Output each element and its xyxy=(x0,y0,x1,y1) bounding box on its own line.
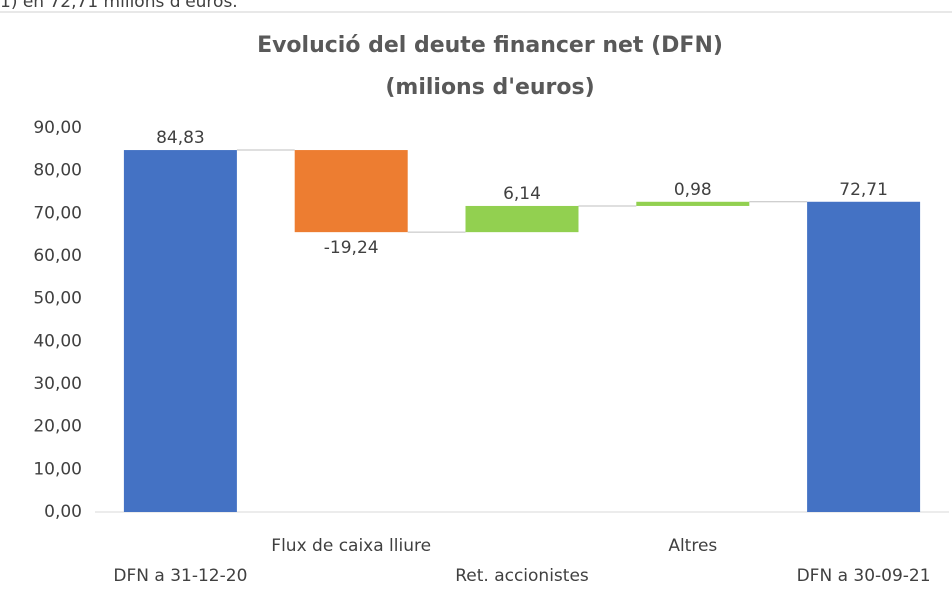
chart-subtitle: (milions d'euros) xyxy=(385,75,594,100)
x-tick-label: Altres xyxy=(668,536,717,556)
y-tick-label: 60,00 xyxy=(33,246,82,266)
chart-title: Evolució del deute financer net (DFN) xyxy=(257,33,723,58)
cropped-text: 1) en 72,71 milions d'euros. xyxy=(0,0,238,12)
y-tick-label: 0,00 xyxy=(44,502,82,522)
bar xyxy=(636,201,750,206)
data-label: -19,24 xyxy=(324,238,379,258)
data-label: 72,71 xyxy=(839,180,888,200)
y-tick-label: 50,00 xyxy=(33,289,82,309)
bar xyxy=(807,201,921,512)
x-tick-label: Flux de caixa lliure xyxy=(271,536,431,556)
y-tick-label: 20,00 xyxy=(33,417,82,437)
y-tick-label: 70,00 xyxy=(33,203,82,223)
y-tick-label: 40,00 xyxy=(33,331,82,351)
bar xyxy=(123,150,237,513)
x-tick-label: DFN a 30-09-21 xyxy=(797,566,931,586)
data-label: 84,83 xyxy=(156,128,205,148)
bar xyxy=(294,150,408,233)
y-tick-label: 90,00 xyxy=(33,118,82,138)
data-label: 0,98 xyxy=(674,180,712,200)
data-label: 6,14 xyxy=(503,184,541,204)
bar xyxy=(465,205,579,233)
x-tick-label: DFN a 31-12-20 xyxy=(113,566,247,586)
y-tick-label: 80,00 xyxy=(33,161,82,181)
x-tick-label: Ret. accionistes xyxy=(455,566,589,586)
y-tick-label: 30,00 xyxy=(33,374,82,394)
y-tick-label: 10,00 xyxy=(33,459,82,479)
